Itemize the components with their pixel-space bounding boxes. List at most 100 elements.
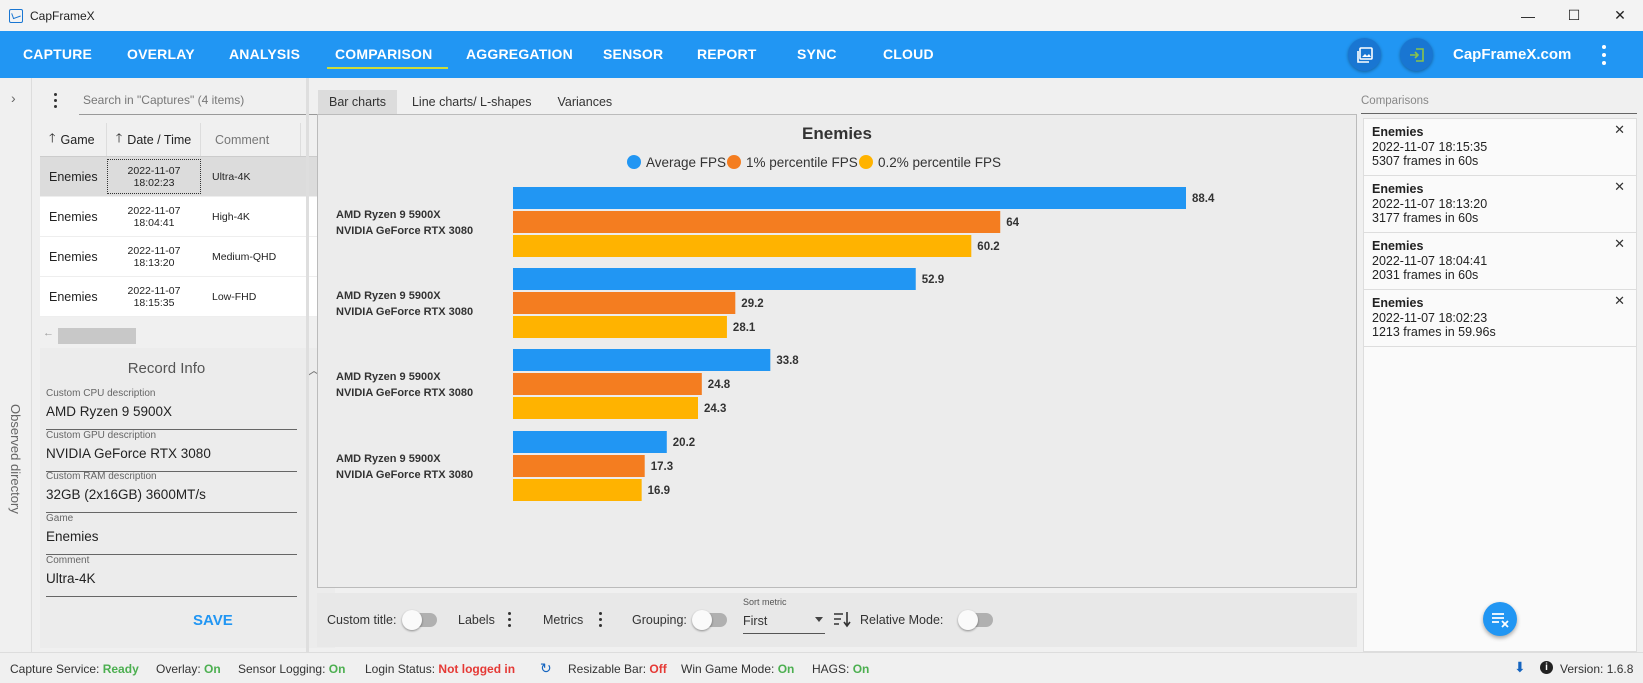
- comparison-item[interactable]: Enemies 2022-11-07 18:15:35 5307 frames …: [1364, 119, 1636, 176]
- nav-capture[interactable]: CAPTURE: [23, 46, 93, 62]
- gallery-button[interactable]: [1348, 38, 1381, 71]
- data-label: 60.2: [977, 241, 999, 253]
- column-game[interactable]: 🡑 Game: [40, 123, 107, 156]
- nav-sensor[interactable]: SENSOR: [603, 46, 664, 62]
- row-game: Enemies: [49, 169, 98, 184]
- minimize-button[interactable]: —: [1521, 7, 1535, 24]
- row-game: Enemies: [49, 289, 98, 304]
- field-value: AMD Ryzen 9 5900X: [46, 404, 173, 419]
- field-value: NVIDIA GeForce RTX 3080: [46, 446, 211, 461]
- clear-comparisons-button[interactable]: [1483, 602, 1517, 636]
- comparison-item[interactable]: Enemies 2022-11-07 18:04:41 2031 frames …: [1364, 233, 1636, 290]
- nav-aggregation[interactable]: AGGREGATION: [466, 46, 573, 62]
- labels-menu-icon[interactable]: [508, 612, 511, 630]
- tab-line-charts[interactable]: Line charts/ L-shapes: [411, 95, 532, 109]
- table-row[interactable]: Enemies 2022-11-07 18:04:41 High-4K: [40, 197, 335, 237]
- captures-menu-icon[interactable]: [54, 93, 57, 111]
- search-input[interactable]: Search in "Captures" (4 items): [79, 88, 335, 115]
- column-date[interactable]: 🡑 Date / Time: [107, 123, 201, 156]
- login-button[interactable]: [1400, 38, 1433, 71]
- more-menu-icon[interactable]: [1602, 43, 1606, 65]
- column-comment[interactable]: Comment: [201, 123, 301, 156]
- refresh-icon[interactable]: ↻: [540, 660, 552, 676]
- info-icon[interactable]: i: [1540, 661, 1553, 674]
- metrics-menu-icon[interactable]: [599, 612, 602, 630]
- nav-sync[interactable]: SYNC: [797, 46, 837, 62]
- chevron-down-icon: [815, 617, 823, 622]
- nav-report[interactable]: REPORT: [697, 46, 757, 62]
- comparison-frames: 2031 frames in 60s: [1372, 268, 1479, 282]
- save-button[interactable]: SAVE: [193, 612, 233, 629]
- hags-status: HAGS: On: [812, 662, 869, 676]
- sort-metric-label: Sort metric: [743, 597, 787, 607]
- record-info-title: Record Info: [127, 360, 206, 377]
- observed-directory-label[interactable]: Observed directory: [8, 404, 23, 514]
- status-value: On: [328, 662, 346, 676]
- status-value: On: [204, 662, 221, 676]
- comparison-game: Enemies: [1372, 296, 1424, 310]
- data-label: 64: [1006, 217, 1019, 229]
- table-row[interactable]: Enemies 2022-11-07 18:13:20 Medium-QHD: [40, 237, 335, 277]
- row-date: 2022-11-07: [127, 204, 181, 217]
- field-label: Custom CPU description: [46, 388, 156, 399]
- download-icon[interactable]: ⬇: [1514, 659, 1526, 675]
- field-label: Custom RAM description: [46, 471, 157, 482]
- status-value: Ready: [102, 662, 139, 676]
- cpu-description-field[interactable]: Custom CPU description AMD Ryzen 9 5900X: [46, 388, 297, 430]
- comparison-item[interactable]: Enemies 2022-11-07 18:13:20 3177 frames …: [1364, 176, 1636, 233]
- remove-comparison-icon[interactable]: ✕: [1614, 293, 1625, 308]
- comparison-game: Enemies: [1372, 182, 1424, 196]
- legend-marker: [859, 155, 873, 169]
- horizontal-scrollbar[interactable]: ← →: [40, 325, 335, 344]
- legend-label: 1% percentile FPS: [746, 155, 858, 170]
- custom-title-toggle[interactable]: [402, 610, 437, 630]
- gpu-description-field[interactable]: Custom GPU description NVIDIA GeForce RT…: [46, 430, 297, 472]
- nav-cloud[interactable]: CLOUD: [883, 46, 934, 62]
- row-datetime: 2022-11-07 18:02:23: [107, 159, 201, 194]
- row-date: 2022-11-07: [127, 244, 181, 257]
- table-row[interactable]: Enemies 2022-11-07 18:15:35 Low-FHD: [40, 277, 335, 317]
- status-bar: Capture Service: Ready Overlay: On Senso…: [0, 652, 1643, 683]
- bar: [513, 479, 642, 501]
- remove-comparison-icon[interactable]: ✕: [1614, 236, 1625, 251]
- nav-overlay[interactable]: OVERLAY: [127, 46, 195, 62]
- tab-bar-charts[interactable]: Bar charts: [318, 90, 397, 114]
- data-label: 20.2: [673, 437, 695, 449]
- table-row[interactable]: Enemies 2022-11-07 18:02:23 Ultra-4K: [40, 157, 335, 197]
- comment-field[interactable]: Comment Ultra-4K: [46, 555, 297, 597]
- status-label: HAGS:: [812, 662, 850, 676]
- main-navigation: CAPTURE OVERLAY ANALYSIS COMPARISON AGGR…: [0, 31, 1643, 78]
- panel-divider[interactable]: [306, 78, 309, 652]
- data-label: 16.9: [648, 485, 670, 497]
- sort-metric-select[interactable]: First: [743, 612, 825, 634]
- column-date-label: Date / Time: [127, 132, 192, 147]
- scroll-left-icon[interactable]: ←: [43, 327, 54, 339]
- window-title: CapFrameX: [30, 8, 95, 23]
- capframex-link[interactable]: CapFrameX.com: [1453, 46, 1572, 63]
- bar: [513, 292, 736, 314]
- title-bar: CapFrameX — ☐ ✕: [0, 0, 1643, 31]
- tab-variances[interactable]: Variances: [557, 95, 613, 109]
- game-field[interactable]: Game Enemies: [46, 513, 297, 555]
- row-game: Enemies: [49, 209, 98, 224]
- relative-mode-toggle[interactable]: [958, 610, 993, 630]
- close-button[interactable]: ✕: [1614, 7, 1626, 23]
- comparison-game: Enemies: [1372, 239, 1424, 253]
- ram-description-field[interactable]: Custom RAM description 32GB (2x16GB) 360…: [46, 471, 297, 513]
- nav-analysis[interactable]: ANALYSIS: [229, 46, 301, 62]
- sort-direction-icon[interactable]: [833, 611, 851, 628]
- remove-comparison-icon[interactable]: ✕: [1614, 122, 1625, 137]
- grouping-label: Grouping:: [632, 613, 687, 627]
- remove-comparison-icon[interactable]: ✕: [1614, 179, 1625, 194]
- chevron-right-icon[interactable]: ›: [11, 90, 16, 106]
- observed-directory-strip[interactable]: › Observed directory: [0, 78, 32, 652]
- maximize-button[interactable]: ☐: [1567, 7, 1581, 23]
- category-label: AMD Ryzen 9 5900X: [336, 209, 441, 221]
- nav-comparison[interactable]: COMPARISON: [326, 31, 449, 78]
- app-logo-icon: [9, 8, 23, 23]
- comparison-item[interactable]: Enemies 2022-11-07 18:02:23 1213 frames …: [1364, 290, 1636, 347]
- scroll-thumb[interactable]: [58, 328, 136, 344]
- category-label: NVIDIA GeForce RTX 3080: [336, 306, 473, 318]
- grouping-toggle[interactable]: [692, 610, 727, 630]
- gallery-icon: [1356, 46, 1373, 63]
